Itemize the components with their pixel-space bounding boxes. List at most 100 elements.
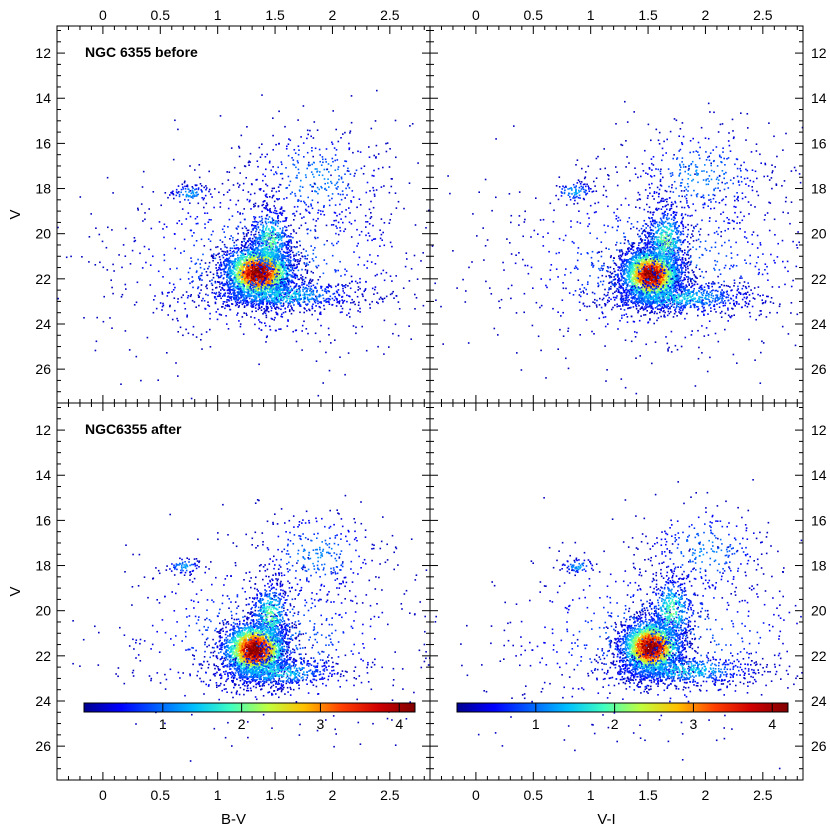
star-point bbox=[230, 199, 232, 201]
star-point bbox=[229, 283, 231, 285]
star-point bbox=[271, 235, 273, 237]
star-point bbox=[213, 257, 215, 259]
star-point bbox=[150, 264, 152, 266]
star-point bbox=[223, 294, 225, 296]
star-point bbox=[338, 141, 340, 143]
star-point bbox=[292, 302, 294, 304]
star-point bbox=[206, 284, 208, 286]
star-point bbox=[284, 126, 286, 128]
star-point bbox=[278, 328, 280, 330]
star-point bbox=[276, 251, 278, 253]
star-point bbox=[290, 241, 292, 243]
star-point bbox=[259, 321, 261, 323]
star-point bbox=[391, 213, 393, 215]
star-point bbox=[190, 190, 192, 192]
star-point bbox=[263, 264, 265, 266]
star-point bbox=[322, 159, 324, 161]
star-point bbox=[180, 192, 182, 194]
star-point bbox=[211, 234, 213, 236]
star-point bbox=[283, 262, 285, 264]
star-point bbox=[364, 165, 366, 167]
star-point bbox=[99, 262, 101, 264]
star-point bbox=[248, 164, 250, 166]
star-point bbox=[329, 205, 331, 207]
star-point bbox=[294, 215, 296, 217]
star-point bbox=[112, 293, 114, 295]
star-point bbox=[111, 327, 113, 329]
star-point bbox=[255, 240, 257, 242]
star-point bbox=[242, 213, 244, 215]
star-point bbox=[274, 284, 276, 286]
star-point bbox=[220, 202, 222, 204]
star-point bbox=[228, 281, 230, 283]
star-point bbox=[252, 274, 254, 276]
star-point bbox=[247, 273, 249, 275]
star-point bbox=[281, 256, 283, 258]
star-point bbox=[350, 130, 352, 132]
star-point bbox=[325, 301, 327, 303]
star-point bbox=[369, 307, 371, 309]
star-point bbox=[324, 214, 326, 216]
star-point bbox=[309, 294, 311, 296]
star-point bbox=[375, 263, 377, 265]
star-point bbox=[183, 250, 185, 252]
star-point bbox=[265, 232, 267, 234]
star-point bbox=[266, 205, 268, 207]
star-point bbox=[270, 278, 272, 280]
star-point bbox=[313, 162, 315, 164]
star-point bbox=[267, 288, 269, 290]
star-point bbox=[330, 342, 332, 344]
star-point bbox=[270, 242, 272, 244]
star-point bbox=[328, 171, 330, 173]
star-point bbox=[249, 287, 251, 289]
star-point bbox=[196, 263, 198, 265]
star-point bbox=[286, 245, 288, 247]
star-point bbox=[281, 164, 283, 166]
star-point bbox=[322, 290, 324, 292]
star-point bbox=[356, 207, 358, 209]
star-point bbox=[143, 171, 145, 173]
star-point bbox=[324, 178, 326, 180]
star-point bbox=[380, 297, 382, 299]
star-point bbox=[174, 120, 176, 122]
star-point bbox=[288, 143, 290, 145]
star-point bbox=[263, 239, 265, 241]
star-point bbox=[179, 220, 181, 222]
star-point bbox=[178, 191, 180, 193]
star-point bbox=[239, 184, 241, 186]
star-point bbox=[272, 272, 274, 274]
star-point bbox=[278, 269, 280, 271]
star-point bbox=[359, 311, 361, 313]
star-point bbox=[230, 255, 232, 257]
star-point bbox=[326, 292, 328, 294]
star-point bbox=[222, 183, 224, 185]
star-point bbox=[167, 292, 169, 294]
star-point bbox=[237, 183, 239, 185]
star-point bbox=[390, 294, 392, 296]
star-point bbox=[275, 224, 277, 226]
star-point bbox=[241, 296, 243, 298]
star-point bbox=[382, 167, 384, 169]
star-point bbox=[341, 199, 343, 201]
star-point bbox=[296, 177, 298, 179]
star-point bbox=[239, 298, 241, 300]
star-point bbox=[232, 261, 234, 263]
star-point bbox=[269, 252, 271, 254]
star-point bbox=[298, 254, 300, 256]
star-point bbox=[259, 308, 261, 310]
star-point bbox=[265, 312, 267, 314]
star-point bbox=[274, 280, 276, 282]
star-point bbox=[249, 239, 251, 241]
star-point bbox=[285, 252, 287, 254]
star-point bbox=[328, 301, 330, 303]
star-point bbox=[132, 250, 134, 252]
star-point bbox=[286, 227, 288, 229]
star-point bbox=[312, 298, 314, 300]
star-point bbox=[273, 220, 275, 222]
star-point bbox=[336, 302, 338, 304]
star-point bbox=[339, 356, 341, 358]
star-point bbox=[242, 275, 244, 277]
star-point bbox=[300, 213, 302, 215]
star-point bbox=[253, 258, 255, 260]
star-point bbox=[213, 277, 215, 279]
